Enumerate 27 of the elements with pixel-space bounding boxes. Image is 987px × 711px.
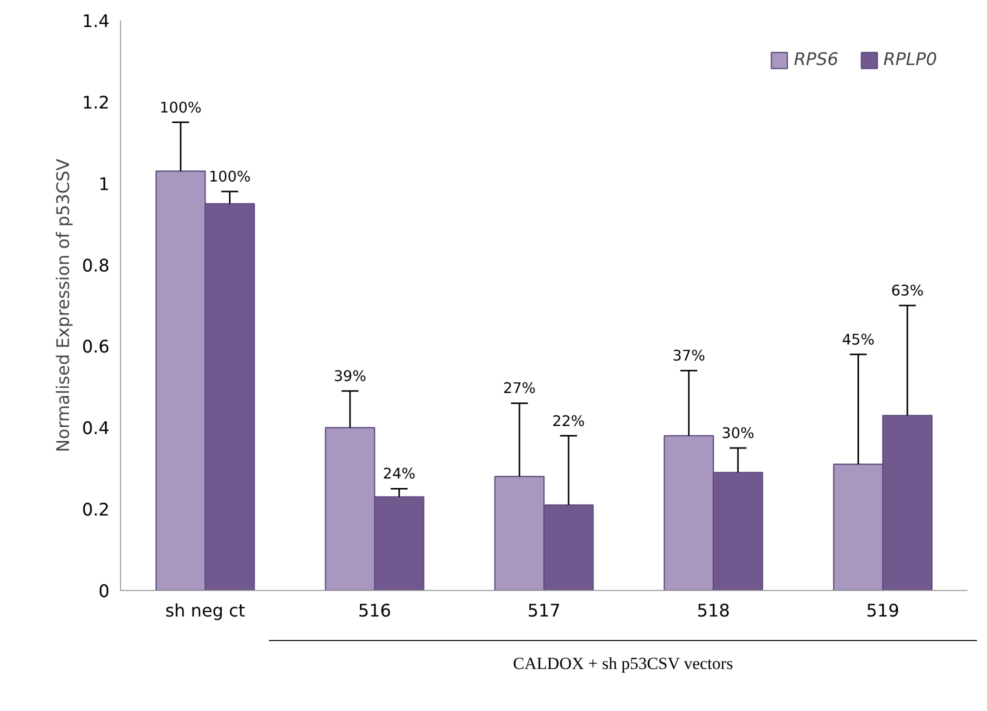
- x-tick-label: 518: [696, 602, 730, 622]
- annotation: 39%: [334, 368, 366, 385]
- x-tick-label: 517: [527, 602, 561, 622]
- y-tick-label: 1.4: [82, 12, 110, 32]
- x-tick-label: 516: [358, 602, 392, 622]
- annotation: 100%: [208, 168, 251, 186]
- annotation: 24%: [382, 466, 416, 483]
- x-tick-label: 519: [866, 602, 900, 622]
- y-axis-title: Normalised Expression of p53CSV: [54, 158, 74, 452]
- x-tick-label: sh neg ct: [165, 602, 246, 622]
- y-tick-label: 0.6: [82, 338, 110, 358]
- x-axis-title: CALDOX + sh p53CSV vectors: [513, 653, 733, 675]
- annotation: 30%: [722, 425, 754, 442]
- y-tick-label: 0.4: [82, 419, 110, 440]
- annotation: 27%: [503, 380, 536, 398]
- annotation: 100%: [160, 99, 202, 116]
- y-tick-label: 0: [98, 582, 110, 602]
- legend-label: RPS6: [794, 50, 838, 70]
- annotation: 37%: [672, 348, 706, 365]
- y-tick-label: 0.8: [82, 256, 110, 276]
- y-tick-label: 1: [98, 174, 110, 195]
- annotation: 63%: [891, 282, 924, 300]
- y-tick-label: 0.2: [82, 500, 110, 521]
- annotation: 45%: [842, 331, 875, 348]
- annotation: 22%: [552, 412, 585, 430]
- y-tick-label: 1.2: [82, 93, 110, 114]
- legend-label: RPLP0: [883, 50, 937, 70]
